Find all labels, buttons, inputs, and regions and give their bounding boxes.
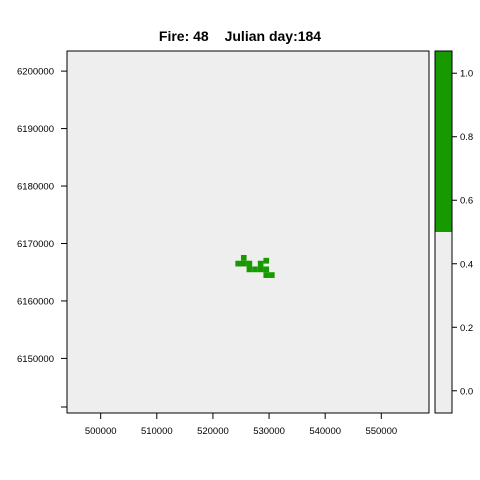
burned-cell [263,266,270,273]
x-tick-label: 500000 [85,426,117,437]
raster-panel [66,50,430,414]
y-axis: 6150000 6160000 6170000 6180000 6190000 62000… [17,67,67,408]
burned-cell [269,272,275,278]
colorbar-tick-label: 0.0 [460,386,473,397]
colorbar-tick-label: 0.4 [460,259,473,270]
x-tick-label: 520000 [197,426,229,437]
burned-cell [252,266,258,273]
burned-cell [240,254,247,261]
y-tick-label: 6180000 [17,182,54,193]
colorbar: 0.0 0.2 0.4 0.6 0.8 1.0 [434,50,473,414]
burned-cell [240,260,247,267]
y-tick-label: 6190000 [17,124,54,135]
x-tick-label: 510000 [141,426,173,437]
burned-cell [257,260,264,267]
x-tick-label: 540000 [309,426,341,437]
burned-cell [263,272,270,278]
x-axis: 500000 510000 520000 530000 540000 550000 [85,413,397,437]
y-tick-label: 6200000 [17,67,54,78]
y-tick-label: 6150000 [17,354,54,365]
colorbar-tick-label: 0.8 [460,132,473,143]
burned-cell [246,260,253,267]
y-tick-label: 6160000 [17,296,54,307]
burned-cell [263,257,270,264]
colorbar-frame [434,50,453,414]
colorbar-bin [435,232,452,413]
y-tick-label: 6170000 [17,239,54,250]
x-tick-label: 550000 [365,426,397,437]
colorbar-bin [435,51,452,232]
colorbar-tick-label: 0.6 [460,196,473,207]
x-tick-label: 530000 [253,426,285,437]
chart-title-day: Julian day:184 [225,28,322,44]
burned-cell [235,260,241,267]
chart-title: Fire: 48 Julian day:184 [159,28,321,44]
chart-title-fire: Fire: 48 [159,28,209,44]
colorbar-tick-label: 0.2 [460,323,473,334]
raster-background [67,51,429,413]
panel-frame [66,50,430,414]
burned-cell [246,266,253,273]
colorbar-tick-label: 1.0 [460,69,473,80]
burned-cell [257,266,264,273]
